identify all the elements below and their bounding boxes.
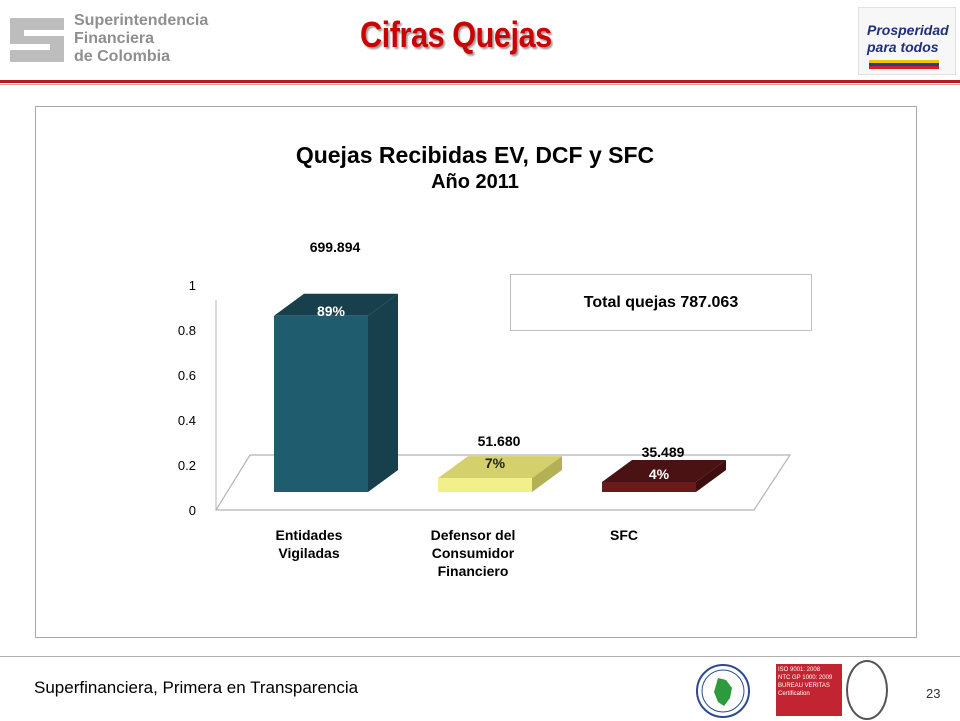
chart-subtitle: Año 2011 (431, 171, 519, 193)
x-category-label: Entidades (276, 527, 343, 543)
bar-percent-label: 4% (649, 466, 670, 482)
bar-3 (602, 482, 696, 492)
bars (274, 293, 726, 492)
chart-title: Quejas Recibidas EV, DCF y SFC (296, 142, 654, 168)
flag-stripe-blue (869, 63, 939, 66)
logo-line-3: de Colombia (74, 48, 171, 65)
y-tick-label: 0 (189, 503, 196, 518)
y-tick-label: 0.6 (178, 368, 196, 383)
flag-stripe-yellow (869, 60, 939, 63)
logo-line-2: Financiera (74, 30, 155, 47)
y-tick-label: 0.4 (178, 413, 196, 428)
colombia-map-icon (701, 669, 745, 713)
x-category-label: Vigiladas (278, 545, 339, 561)
logo-text: Superintendencia Financiera de Colombia (74, 12, 208, 66)
page-number: 23 (926, 686, 941, 701)
total-annotation: Total quejas 787.063 (510, 274, 812, 331)
page-title: Cifras Quejas (360, 14, 552, 55)
prosperidad-logo: Prosperidad para todos (858, 7, 956, 75)
bar-2 (438, 478, 532, 492)
superintendencia-logo (4, 8, 224, 72)
header-divider-thin (0, 84, 960, 85)
prosperidad-line-1: Prosperidad (867, 22, 949, 38)
bar-side-face (532, 456, 562, 492)
chart-floor-plane (214, 454, 792, 511)
bar-value-label: 35.489 (642, 444, 685, 460)
bar-value-label: 699.894 (310, 239, 361, 255)
sfc-s-logo-icon (10, 18, 64, 62)
bar-1 (274, 315, 368, 492)
bar-percent-label: 89% (317, 303, 346, 319)
y-tick-label: 1 (189, 278, 196, 293)
logo-line-1: Superintendencia (74, 12, 209, 29)
y-tick-label: 0.8 (178, 323, 196, 338)
flag-stripe-red (869, 66, 939, 69)
chart-floor (214, 300, 792, 511)
government-seal-icon (696, 664, 750, 718)
cert-line-4: Certification (778, 691, 810, 697)
bar-percent-label: 7% (485, 455, 506, 471)
bar-side-face (696, 460, 726, 492)
footer-slogan: Superfinanciera, Primera en Transparenci… (34, 678, 359, 697)
bar-top-face (438, 456, 562, 479)
bar-side-face (368, 293, 398, 492)
iso-certification-badge: ISO 9001: 2008 NTC GP 1000: 2009 BUREAU … (776, 664, 842, 716)
bar-value-label: 51.680 (478, 433, 521, 449)
cert-line-3: BUREAU VERITAS (778, 683, 830, 689)
chart-frame (35, 106, 917, 638)
x-category-label: Consumidor (432, 545, 515, 561)
x-category-label: Financiero (438, 563, 509, 579)
bar-top-face (602, 460, 726, 482)
x-category-label: SFC (610, 527, 638, 543)
prosperidad-line-2: para todos (867, 39, 939, 55)
cert-line-2: NTC GP 1000: 2009 (778, 675, 833, 681)
footer-divider (0, 656, 960, 657)
y-tick-label: 0.2 (178, 458, 196, 473)
cert-line-1: ISO 9001: 2008 (778, 667, 821, 673)
bureau-veritas-seal-icon (846, 660, 888, 720)
labels: 699.894 89% Entidades Vigiladas 51.680 7% Defe… (276, 239, 685, 579)
header-divider (0, 80, 960, 83)
y-axis: 0 0.2 0.4 0.6 0.8 1 (178, 278, 196, 518)
bar-top-face (274, 293, 398, 316)
x-category-label: Defensor del (431, 527, 516, 543)
